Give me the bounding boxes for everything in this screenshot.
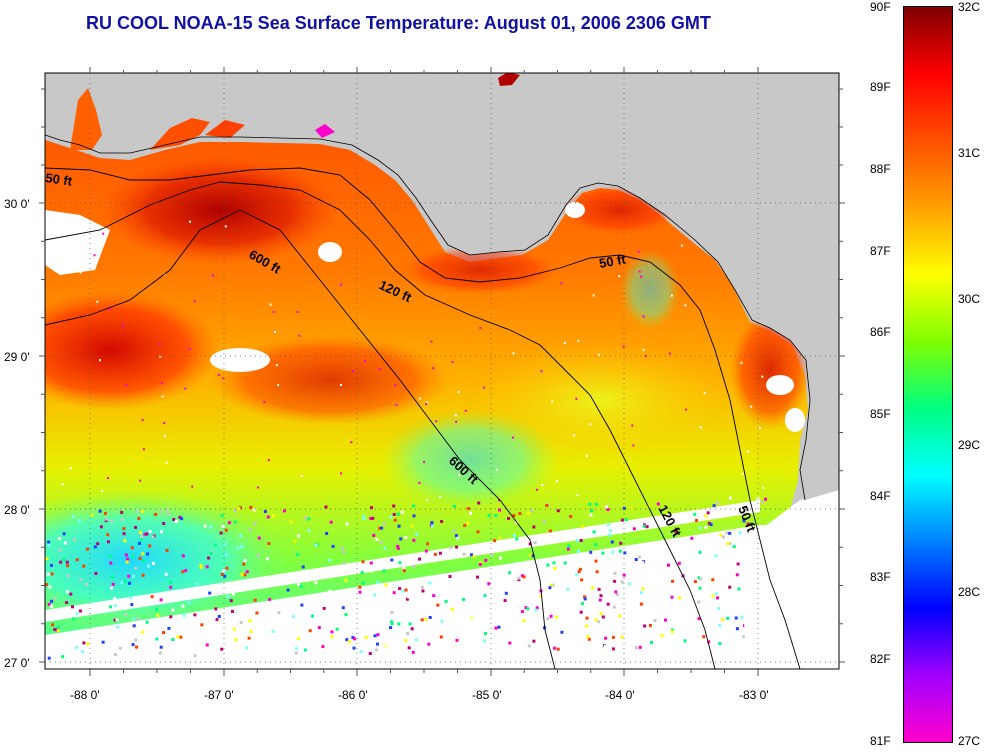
land-florida bbox=[740, 490, 839, 669]
f-tick-label: 90F bbox=[870, 0, 891, 14]
land-north bbox=[45, 73, 839, 500]
c-tick-label: 30C bbox=[958, 292, 981, 306]
map-title: RU COOL NOAA-15 Sea Surface Temperature:… bbox=[86, 13, 711, 33]
c-tick-label: 29C bbox=[958, 438, 981, 452]
lon-label: -84 0' bbox=[605, 688, 635, 702]
f-tick-label: 88F bbox=[870, 162, 891, 176]
lon-label: -85 0' bbox=[472, 688, 502, 702]
lat-label: 27 0' bbox=[4, 656, 30, 670]
c-tick-label: 31C bbox=[958, 146, 981, 160]
lon-label: -87 0' bbox=[204, 688, 234, 702]
graticule bbox=[39, 67, 845, 676]
bay-pixel bbox=[315, 124, 335, 138]
noise-pixels bbox=[45, 220, 782, 661]
f-tick-label: 85F bbox=[870, 407, 891, 421]
lat-label: 28 0' bbox=[4, 503, 30, 517]
c-tick-label: 28C bbox=[958, 585, 981, 599]
cloud-masks bbox=[45, 202, 805, 669]
depth-contours bbox=[45, 167, 801, 669]
choctaw-bay bbox=[205, 120, 245, 138]
mobile-bay bbox=[70, 88, 102, 150]
lon-label: -88 0' bbox=[70, 688, 100, 702]
temperature-colorbar bbox=[903, 6, 953, 743]
lat-label: 29 0' bbox=[4, 350, 30, 364]
c-tick-label: 32C bbox=[958, 0, 981, 14]
f-tick-label: 81F bbox=[870, 734, 891, 748]
map-frame bbox=[44, 72, 840, 670]
lon-label: -86 0' bbox=[338, 688, 368, 702]
c-tick-label: 27C bbox=[958, 734, 981, 748]
f-tick-label: 83F bbox=[870, 570, 891, 584]
contour-50ft bbox=[45, 167, 801, 669]
lon-label: -83 0' bbox=[739, 688, 769, 702]
contour-120ft bbox=[45, 181, 716, 669]
f-tick-label: 89F bbox=[870, 80, 891, 94]
coastline bbox=[45, 134, 811, 501]
f-tick-label: 84F bbox=[870, 489, 891, 503]
lat-label: 30 0' bbox=[4, 197, 30, 211]
inland-pixel bbox=[498, 73, 520, 86]
pensacola-bay bbox=[150, 118, 210, 150]
f-tick-label: 82F bbox=[870, 652, 891, 666]
f-tick-label: 86F bbox=[870, 325, 891, 339]
contour-label: 50 ft bbox=[45, 170, 74, 189]
contour-600ft bbox=[45, 209, 556, 669]
f-tick-label: 87F bbox=[870, 244, 891, 258]
contour-label: 50 ft bbox=[598, 251, 628, 271]
